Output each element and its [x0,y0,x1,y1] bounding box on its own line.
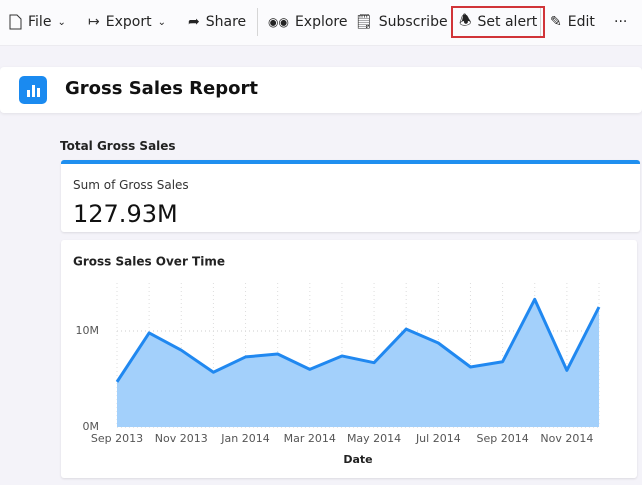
separator [540,8,541,36]
file-button[interactable]: File ⌄ [8,9,66,35]
x-tick-label: Nov 2013 [155,432,208,445]
x-tick-label: Mar 2014 [284,432,336,445]
label: Export [105,14,152,30]
y-tick-label: 10M [76,324,100,337]
toolbar: File ⌄ ↦ Export ⌄ ➦ Share ◉◉ Explore 🗒 Subscri… [0,0,642,46]
chart: Gross Sales Over Time Date 0M 10M Sep 2013… [73,255,601,466]
card-value: 127.93M [73,200,178,228]
chart-title: Gross Sales Over Time [73,255,225,269]
label: File [28,14,52,30]
kpi-card: Sum of Gross Sales 127.93M [61,160,640,232]
report-header: Gross Sales Report [0,67,642,113]
x-tick-label: Sep 2014 [476,432,528,445]
x-axis-title: Date [343,453,372,466]
area [117,299,599,427]
share-button[interactable]: ➦ Share [188,14,247,30]
x-tick-label: May 2014 [347,432,401,445]
logo [19,76,47,104]
y-tick-label: 0M [83,420,100,433]
separator [257,8,258,36]
x-tick-label: Jul 2014 [415,432,461,445]
explore-button[interactable]: ◉◉ Explore [268,14,348,30]
label: Edit [567,14,595,30]
export-button[interactable]: ↦ Export ⌄ [88,14,166,30]
set-alert-button[interactable]: 🕭 Set alert [451,6,546,38]
x-tick-label: Nov 2014 [540,432,593,445]
subscribe-button[interactable]: 🗒 Subscribe [355,14,448,30]
label: Set alert [477,14,538,30]
section-title: Total Gross Sales [60,139,176,153]
label: Subscribe [378,14,448,30]
x-tick-label: Sep 2013 [91,432,143,445]
report-title: Gross Sales Report [65,78,258,99]
chart-card: Gross Sales Over Time Date 0M 10M Sep 2013… [61,240,637,478]
more-button[interactable]: ··· [614,14,628,30]
edit-button[interactable]: ✎ Edit [550,14,595,30]
card-label: Sum of Gross Sales [73,178,189,192]
label: Explore [294,14,348,30]
x-tick-label: Jan 2014 [220,432,269,445]
icon [9,14,22,30]
label: Share [205,14,247,30]
line [115,297,601,383]
